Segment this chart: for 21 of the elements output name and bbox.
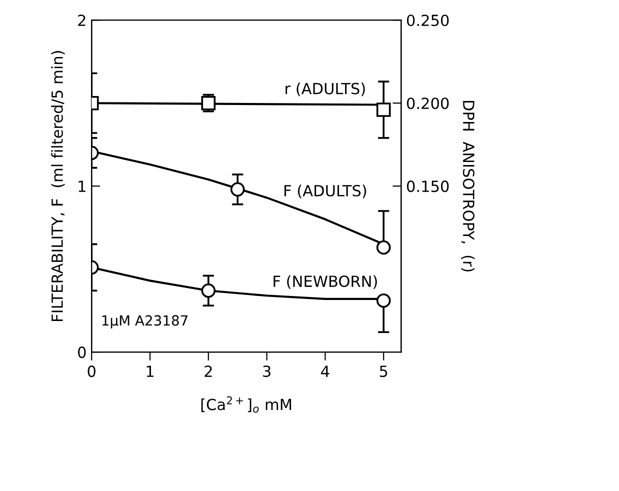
y-tick-label: 1	[78, 180, 86, 192]
x-tick-label: 2	[204, 366, 212, 377]
y-tick-label: 0	[78, 346, 86, 358]
x-tick-label: 3	[263, 366, 270, 378]
y2-axis-title: DPH ANISOTROPY, (r)	[461, 100, 475, 272]
x-tick-label: 0	[88, 366, 96, 378]
x-tick-label: 1	[146, 366, 154, 377]
y-axis-title: FILTERABILITY, F (ml filtered/5 min)	[51, 51, 65, 321]
series-label: F (NEWBORN)	[274, 275, 377, 289]
y2-tick-label: 0.250	[406, 14, 449, 26]
annotation: 1μM A23187	[102, 315, 188, 328]
series-label: r (ADULTS)	[286, 82, 365, 96]
x-tick-label: 4	[321, 366, 330, 377]
point	[376, 240, 391, 255]
y2-tick-label: 0.200	[406, 98, 449, 110]
point	[376, 293, 391, 308]
series-label: F (ADULTS)	[284, 184, 366, 198]
x-axis-title: [Ca$^{2+}$]$_{o}$ mM	[201, 396, 292, 413]
y2-tick-label: 0.150	[406, 180, 449, 192]
y-tick-label: 2	[78, 14, 86, 26]
x-tick-label: 5	[380, 366, 388, 378]
